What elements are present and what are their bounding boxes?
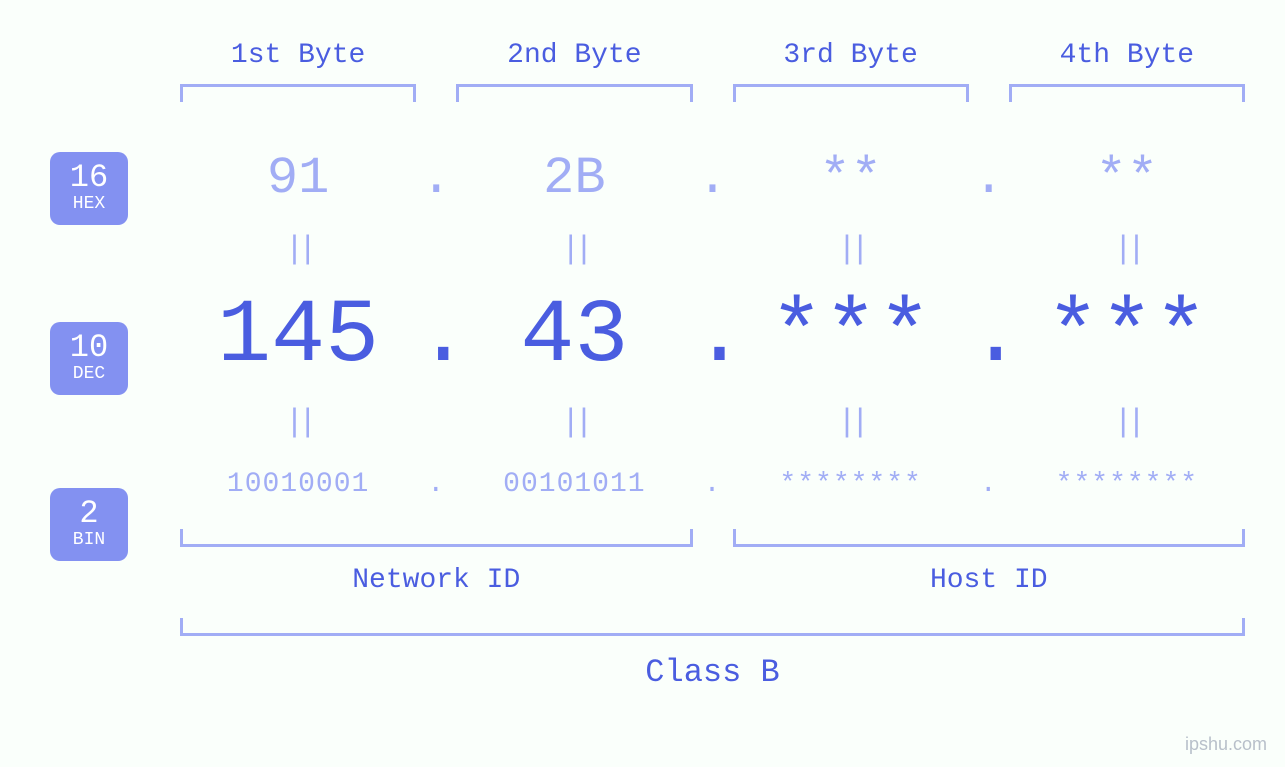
base-name-bin: BIN [50,531,128,551]
bin-byte-1: 10010001 [180,469,416,500]
base-badge-dec: 10 DEC [50,322,128,395]
network-id-label: Network ID [180,565,693,596]
bin-byte-4: ******** [1009,469,1245,500]
byte-header-2: 2nd Byte [456,40,692,71]
top-bracket [180,84,416,102]
base-num-dec: 10 [50,330,128,365]
byte-header-3: 3rd Byte [733,40,969,71]
base-badge-hex: 16 HEX [50,152,128,225]
byte-header-1: 1st Byte [180,40,416,71]
base-num-bin: 2 [50,496,128,531]
bin-row: 10010001 . 00101011 . ******** . *******… [180,459,1245,509]
base-badge-bin: 2 BIN [50,488,128,561]
equals-icon: || [733,231,969,268]
watermark: ipshu.com [1185,734,1267,755]
equals-icon: || [180,404,416,441]
top-bracket-row [180,83,1245,103]
dot-separator: . [969,149,1009,208]
hex-byte-3: ** [733,149,969,208]
dec-row: 145 . 43 . *** . *** [180,286,1245,386]
dot-separator: . [693,286,733,388]
dot-separator: . [416,286,456,388]
bin-byte-2: 00101011 [456,469,692,500]
top-bracket [1009,84,1245,102]
top-bracket [733,84,969,102]
base-name-hex: HEX [50,195,128,215]
dot-separator: . [693,149,733,208]
id-label-row: Network ID Host ID [180,565,1245,596]
equals-icon: || [733,404,969,441]
base-num-hex: 16 [50,160,128,195]
hex-byte-2: 2B [456,149,692,208]
class-bracket [180,618,1245,636]
dot-separator: . [969,286,1009,388]
eq-row: || || || || [180,404,1245,441]
network-id-bracket [180,529,693,547]
dec-byte-4: *** [1009,286,1245,388]
host-id-bracket [733,529,1246,547]
host-id-label: Host ID [733,565,1246,596]
equals-icon: || [1009,404,1245,441]
diagram-grid: 1st Byte 2nd Byte 3rd Byte 4th Byte 91 .… [180,40,1245,691]
dec-byte-3: *** [733,286,969,388]
dot-separator: . [416,149,456,208]
base-name-dec: DEC [50,365,128,385]
dec-byte-1: 145 [180,286,416,388]
equals-icon: || [456,231,692,268]
hex-byte-4: ** [1009,149,1245,208]
dec-byte-2: 43 [456,286,692,388]
class-label: Class B [180,654,1245,691]
byte-header-row: 1st Byte 2nd Byte 3rd Byte 4th Byte [180,40,1245,71]
equals-icon: || [456,404,692,441]
byte-header-4: 4th Byte [1009,40,1245,71]
equals-icon: || [1009,231,1245,268]
id-bracket-row [180,529,1245,547]
equals-icon: || [180,231,416,268]
dot-separator: . [416,469,456,500]
eq-row: || || || || [180,231,1245,268]
hex-row: 91 . 2B . ** . ** [180,143,1245,213]
top-bracket [456,84,692,102]
bin-byte-3: ******** [733,469,969,500]
hex-byte-1: 91 [180,149,416,208]
dot-separator: . [969,469,1009,500]
dot-separator: . [693,469,733,500]
